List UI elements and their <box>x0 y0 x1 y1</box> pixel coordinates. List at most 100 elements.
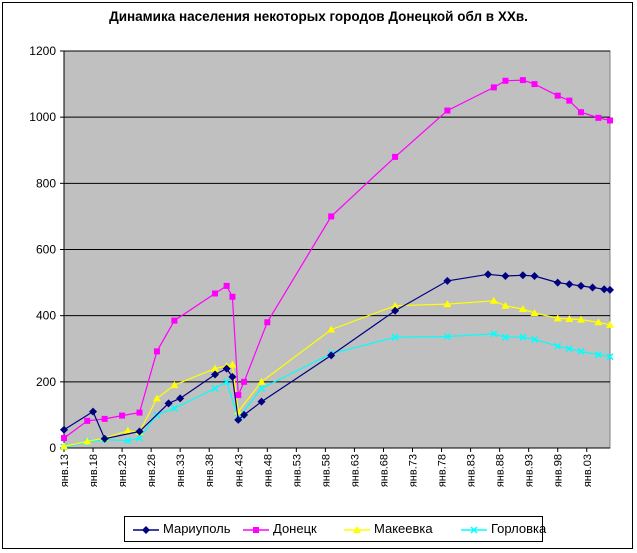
data-point <box>119 412 126 419</box>
x-tick-label: янв.03 <box>582 454 594 487</box>
data-point <box>443 332 451 341</box>
data-point <box>554 342 562 350</box>
y-tick-label: 800 <box>36 176 56 190</box>
legend-item: Горловка <box>461 521 546 536</box>
data-point <box>100 434 109 443</box>
data-point <box>234 407 243 415</box>
data-point <box>211 370 220 379</box>
data-point <box>565 280 574 289</box>
data-point <box>264 319 271 326</box>
data-point <box>124 437 132 445</box>
data-point <box>566 97 573 104</box>
data-point <box>606 285 614 294</box>
x-tick-label: янв.88 <box>495 454 507 487</box>
legend-item: Макеевка <box>344 521 433 536</box>
x-tick-label: янв.78 <box>437 454 449 487</box>
legend-swatch-icon <box>344 525 370 533</box>
data-point <box>170 404 178 412</box>
data-point <box>490 330 498 338</box>
x-tick-label: янв.83 <box>466 454 478 487</box>
data-point <box>565 314 574 322</box>
y-tick-label: 200 <box>36 375 56 389</box>
data-point <box>577 109 584 116</box>
series-diamond <box>60 270 614 443</box>
data-point <box>391 306 400 315</box>
x-tick-label: янв.63 <box>349 454 361 487</box>
data-point <box>235 392 242 399</box>
data-point <box>153 348 160 355</box>
x-tick-label: янв.48 <box>262 454 274 487</box>
data-point <box>84 417 91 424</box>
x-tick-label: янв.43 <box>233 454 245 487</box>
data-point <box>241 378 248 385</box>
data-point <box>576 281 585 290</box>
data-point <box>135 434 144 442</box>
data-point <box>606 353 614 361</box>
data-point <box>606 320 614 328</box>
data-point <box>607 117 613 124</box>
data-point <box>600 285 609 294</box>
data-point <box>553 278 562 287</box>
data-point <box>170 381 179 389</box>
data-point <box>228 360 237 368</box>
y-tick-label: 600 <box>36 243 56 257</box>
chart-title: Динамика населения некоторых городов Дон… <box>109 9 528 24</box>
data-point <box>595 114 602 121</box>
x-tick-label: янв.38 <box>204 454 216 487</box>
data-point <box>594 318 603 326</box>
legend-item: Донецк <box>243 521 317 536</box>
x-tick-label: янв.73 <box>408 454 420 487</box>
legend-label: Донецк <box>273 521 317 536</box>
data-point <box>257 384 266 392</box>
x-tick-label: янв.68 <box>378 454 390 487</box>
data-point <box>470 526 478 534</box>
x-tick-label: янв.18 <box>88 454 100 487</box>
data-point <box>328 213 335 220</box>
data-point <box>234 415 243 424</box>
data-point <box>553 314 562 322</box>
data-point <box>554 92 561 99</box>
data-point <box>228 372 237 381</box>
data-point <box>501 301 510 309</box>
data-point <box>212 290 219 297</box>
data-point <box>164 399 173 408</box>
y-tick-label: 0 <box>49 441 56 455</box>
data-point <box>211 384 219 392</box>
legend-label: Горловка <box>491 521 547 536</box>
data-point <box>501 271 510 280</box>
data-point <box>489 296 498 304</box>
legend: Мариуполь Донецк Макеевка Горловка <box>124 516 546 542</box>
y-tick-label: 400 <box>36 309 56 323</box>
data-point <box>391 333 399 341</box>
legend-swatch-icon <box>133 525 159 534</box>
data-point <box>531 81 538 88</box>
data-point <box>519 333 527 341</box>
data-point <box>518 305 527 313</box>
x-tick-label: янв.93 <box>524 454 536 487</box>
data-point <box>484 270 493 279</box>
data-point <box>83 437 92 445</box>
data-point <box>223 282 230 289</box>
data-point <box>101 415 108 422</box>
data-point <box>253 526 259 533</box>
series-square <box>61 77 613 442</box>
x-tick-label: янв.28 <box>146 454 158 487</box>
data-point <box>327 351 336 360</box>
data-point <box>391 301 400 309</box>
x-tick-label: янв.23 <box>117 454 129 487</box>
data-point <box>136 409 143 416</box>
data-point <box>135 427 144 436</box>
y-tick-label: 1200 <box>29 44 56 58</box>
data-point <box>257 377 266 385</box>
x-tick-label: янв.33 <box>175 454 187 487</box>
data-point <box>123 426 132 434</box>
data-point <box>530 309 539 317</box>
data-point <box>518 271 527 280</box>
legend-label: Макеевка <box>374 521 433 536</box>
data-point <box>222 364 231 373</box>
data-point <box>501 333 509 341</box>
data-point <box>502 77 509 84</box>
y-tick-label: 1000 <box>29 110 56 124</box>
data-point <box>565 345 573 353</box>
